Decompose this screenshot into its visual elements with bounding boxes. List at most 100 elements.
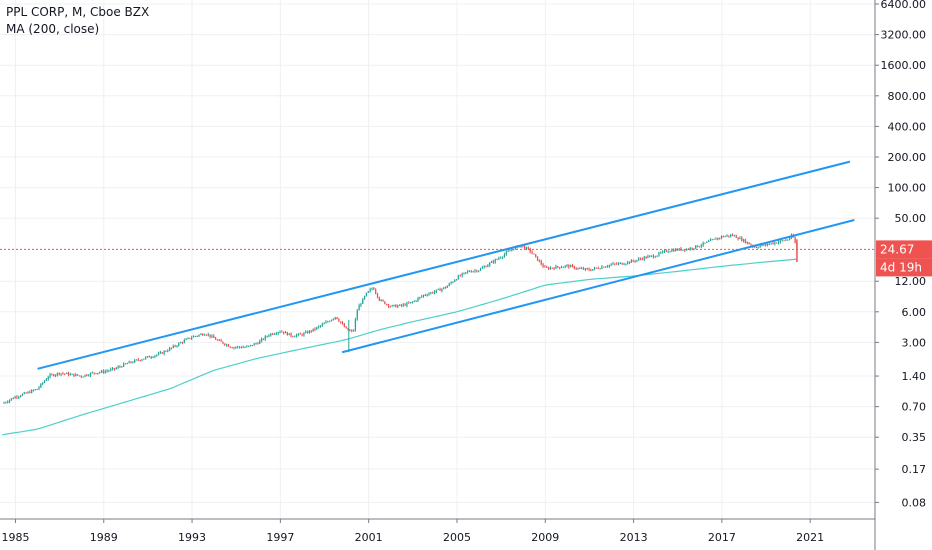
candle-body (536, 256, 539, 261)
candle-body (779, 240, 782, 243)
candle-body (121, 366, 123, 368)
candle-body (674, 249, 677, 252)
candle-body (214, 337, 217, 340)
candle-body (104, 371, 106, 373)
y-tick-label: 50.00 (895, 212, 927, 225)
candle-body (100, 370, 103, 373)
candle-body (693, 248, 695, 250)
candle-body (608, 265, 610, 267)
candle-body (599, 268, 601, 270)
candle-body (384, 301, 386, 305)
candle-body (330, 319, 333, 322)
candle-body (106, 370, 108, 372)
candle-body (621, 262, 623, 265)
candle-body (639, 258, 642, 260)
candle-body (235, 347, 237, 349)
x-tick-label: 2005 (443, 531, 471, 544)
candle-body (194, 336, 197, 338)
candle-body (582, 268, 585, 270)
candle-body (233, 347, 235, 349)
candle-body (130, 361, 132, 363)
candle-body (365, 292, 368, 297)
candle-body (47, 377, 49, 380)
candle-body (588, 268, 590, 271)
candle-body (80, 375, 82, 377)
candle-body (788, 238, 791, 240)
candle-body (371, 288, 373, 290)
candle-body (503, 254, 506, 257)
candle-body (794, 237, 796, 244)
candle-body (435, 289, 438, 292)
candle-body (268, 335, 270, 337)
candle-body (660, 252, 662, 254)
candle-body (207, 334, 209, 336)
candle-body (7, 401, 9, 403)
candle-body (16, 396, 18, 398)
y-tick-label: 0.08 (902, 496, 927, 509)
candle-body (29, 391, 31, 393)
candle-body (742, 239, 745, 241)
candle-body (452, 281, 454, 283)
candle-body (645, 256, 647, 258)
candle-body (411, 301, 414, 303)
candle-body (433, 291, 436, 294)
candle-body (65, 372, 68, 374)
candle-body (553, 268, 555, 270)
candle-body (682, 249, 684, 251)
candle-body (454, 280, 456, 282)
candle-body (777, 242, 780, 244)
candle-body (264, 336, 266, 340)
candle-body (730, 234, 732, 237)
candle-body (283, 331, 285, 334)
candle-body (75, 374, 77, 377)
candle-body (761, 244, 763, 246)
candle-body (544, 266, 546, 268)
candle-body (10, 398, 13, 400)
candle-body (115, 367, 117, 370)
candle-body (305, 331, 307, 334)
y-tick-label: 0.17 (902, 463, 927, 476)
candle-body (345, 327, 347, 329)
candle-body (97, 372, 99, 374)
candle-body (557, 266, 559, 268)
y-tick-label: 800.00 (888, 90, 927, 103)
candle-body (290, 333, 292, 337)
candle-body (757, 247, 759, 249)
candle-body (470, 271, 472, 273)
candle-body (18, 396, 20, 398)
candle-body (765, 243, 767, 246)
symbol-title[interactable]: PPL CORP, M, Cboe BZX (6, 5, 150, 19)
candle-body (689, 247, 691, 250)
candle-body (58, 372, 60, 375)
candle-body (14, 396, 16, 399)
candle-body (141, 359, 143, 361)
candle-body (441, 288, 443, 291)
candle-body (529, 248, 531, 252)
chart-legend: PPL CORP, M, Cboe BZX MA (200, close) (6, 4, 149, 38)
candle-body (352, 330, 355, 332)
candle-body (759, 245, 761, 248)
candle-body (768, 243, 770, 245)
candle-body (597, 267, 599, 269)
candle-body (404, 304, 406, 306)
candle-body (386, 304, 388, 306)
candle-body (362, 298, 364, 304)
candle-body (110, 369, 112, 371)
candle-body (45, 379, 48, 381)
candle-body (735, 235, 737, 238)
y-tick-label: 6400.00 (881, 0, 927, 11)
candle-body (340, 321, 342, 323)
candle-body (483, 266, 485, 268)
candle-body (108, 370, 110, 372)
candle-body (218, 339, 220, 341)
indicator-title[interactable]: MA (200, close) (6, 22, 100, 36)
candle-body (257, 343, 259, 345)
candle-body (430, 292, 432, 294)
candle-body (249, 344, 252, 346)
candle-body (494, 259, 496, 263)
candle-body (349, 330, 351, 332)
x-tick-label: 1993 (178, 531, 206, 544)
candle-body (525, 247, 528, 249)
